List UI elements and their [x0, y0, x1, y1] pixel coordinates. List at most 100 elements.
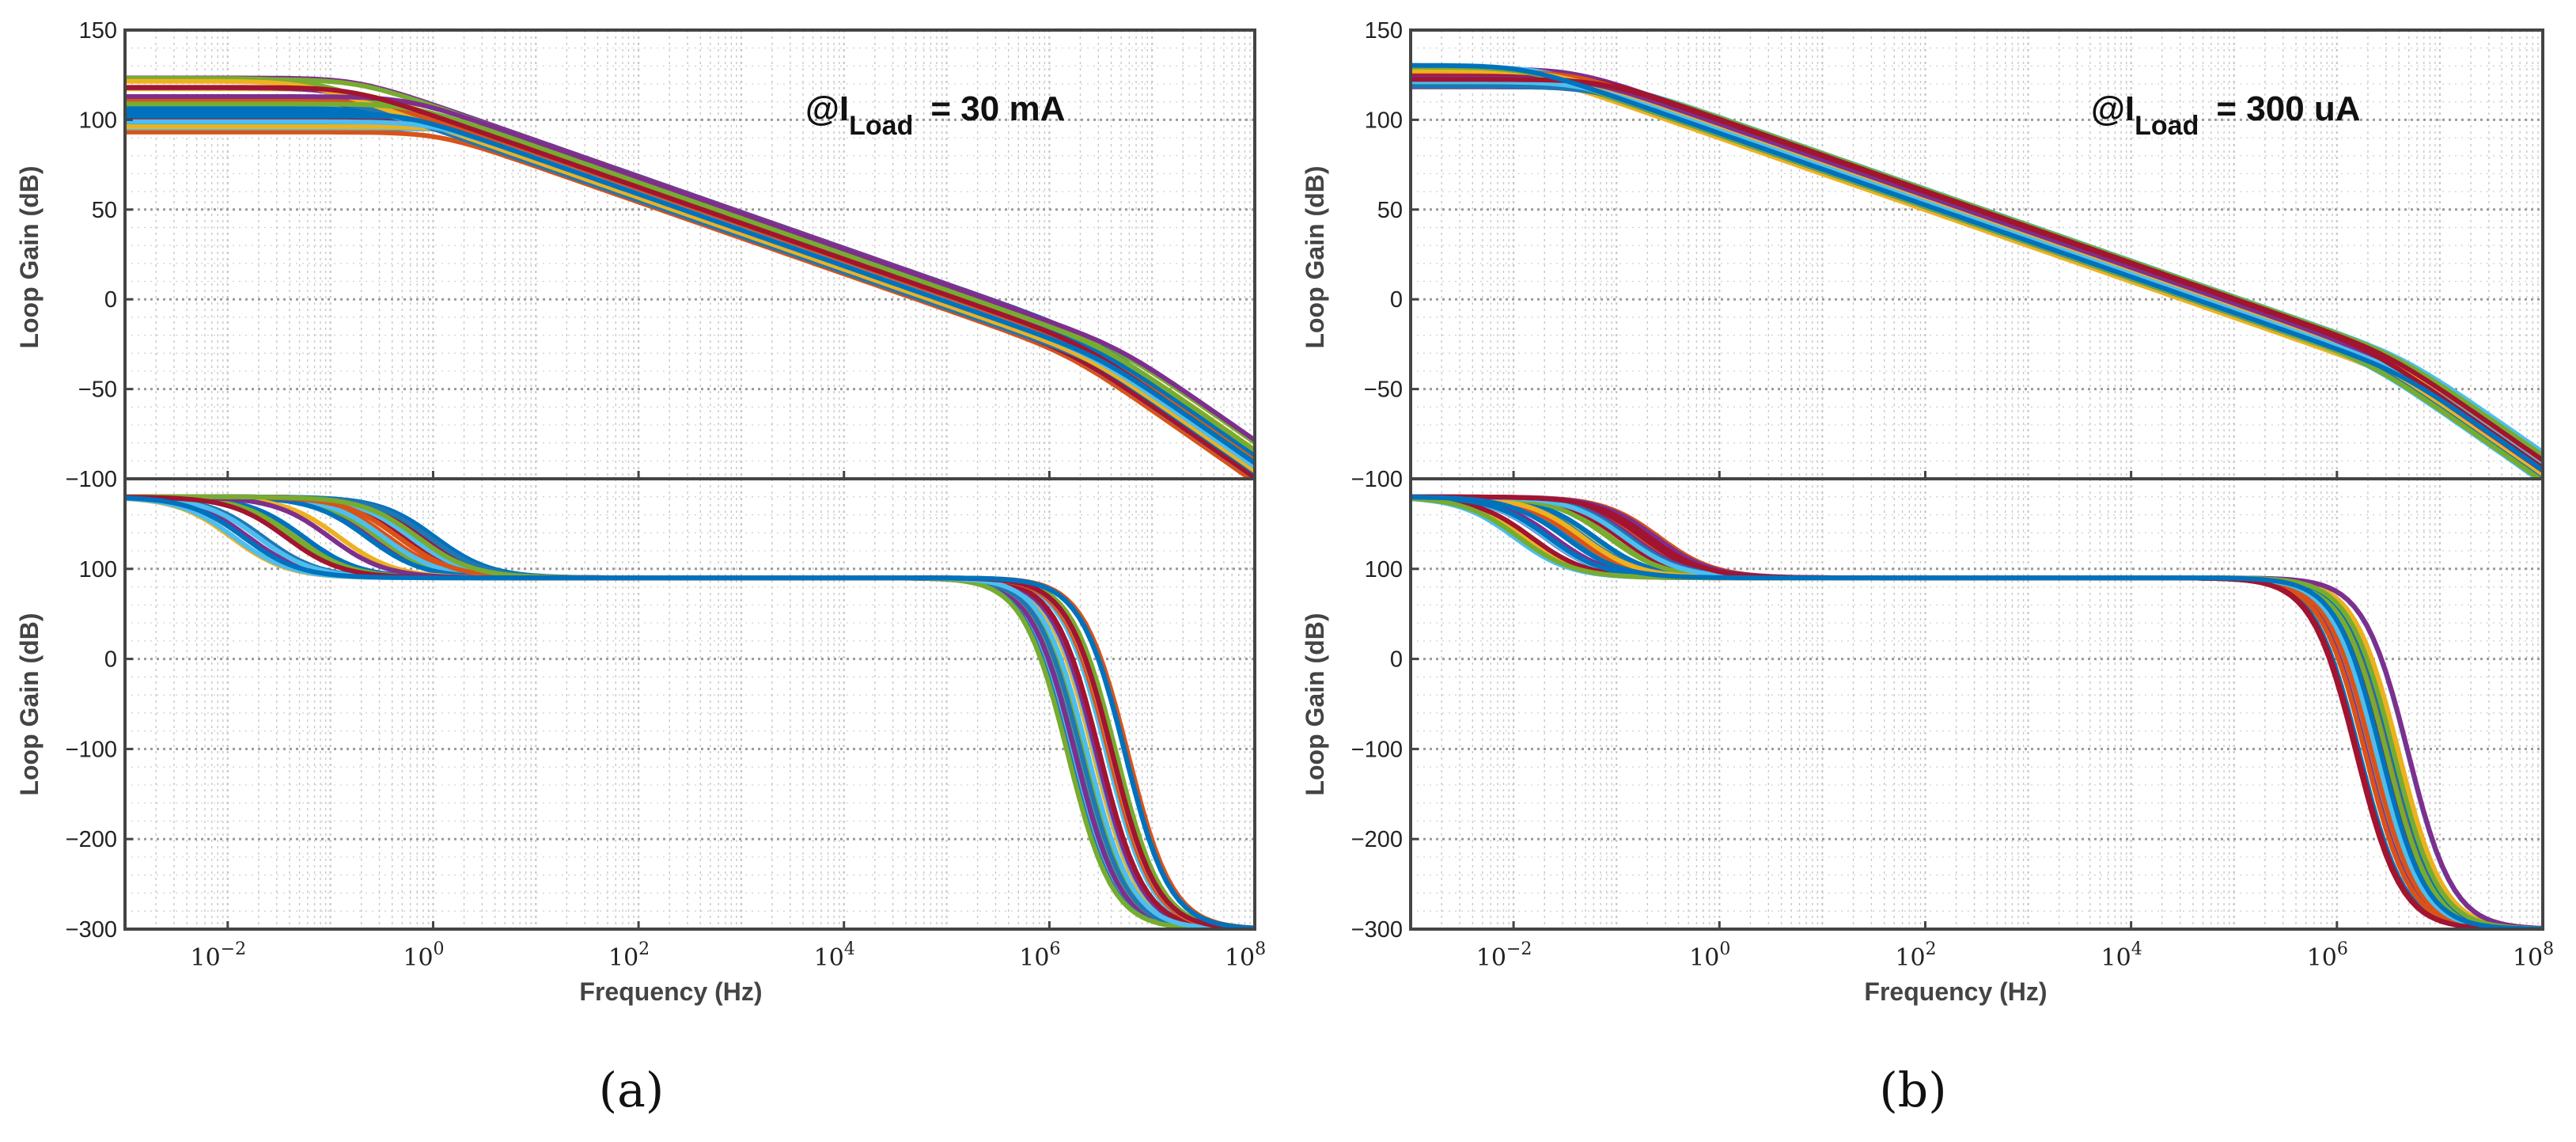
panel-b-gain-curves [1411, 63, 2543, 479]
y-tick-label: 0 [1390, 287, 1403, 313]
panel-a-gain-curves [125, 75, 1255, 479]
panel-b-phase-curves [1411, 494, 2543, 929]
panel-b: 150 100 50 0 −50 −100 Loop Gain (dB) @ILoad = … [1301, 18, 2554, 1118]
y-tick-label: 0 [1390, 647, 1403, 673]
y-tick-label: 50 [92, 198, 117, 223]
series-gain-line [125, 86, 1255, 452]
panel-b-annotation: @ILoad = 300 uA [2091, 89, 2361, 141]
series-gain-line [125, 104, 1255, 479]
series-phase-line [125, 495, 1255, 929]
series-gain-line [1411, 70, 2543, 467]
panel-b-phase-yticks: 100 0 −100 −200 −300 [1351, 557, 1419, 943]
panel-a: 150 100 50 0 −50 −100 Loop Gain (dB) @ILoad = … [15, 18, 1266, 1118]
y-tick-label: −300 [1351, 917, 1403, 943]
series-phase-line [1411, 495, 2543, 929]
panel-a-annotation: @ILoad = 30 mA [805, 89, 1065, 141]
y-tick-label: 0 [104, 647, 117, 673]
series-gain-line [1411, 79, 2543, 469]
panel-a-xlabel: Frequency (Hz) [579, 977, 762, 1006]
panel-b-gain-grid [1411, 30, 2543, 479]
x-tick-label: 102 [608, 939, 650, 972]
series-gain-line [125, 85, 1255, 472]
series-gain-line [1411, 66, 2542, 479]
series-gain-line [125, 124, 1255, 470]
series-gain-line [1411, 70, 2543, 476]
y-tick-label: −100 [1351, 737, 1403, 762]
series-gain-line [125, 99, 1255, 479]
series-gain-line [125, 116, 1255, 445]
panel-b-gain-ylabel: Loop Gain (dB) [1301, 165, 1329, 348]
series-gain-line [1411, 68, 2543, 476]
series-gain-line [125, 75, 1255, 459]
panel-a-phase-curves [125, 494, 1255, 929]
series-gain-line [125, 110, 1255, 465]
panel-a-phase-subplot: 100 0 −100 −200 −300 Loop Gain (dB) [15, 477, 1256, 943]
y-tick-label: −50 [1364, 378, 1403, 403]
series-gain-line [1411, 83, 2543, 463]
series-gain-line [125, 125, 1255, 455]
y-tick-label: −100 [1351, 467, 1403, 492]
series-gain-line [125, 85, 1255, 465]
panel-a-gain-grid [125, 30, 1255, 479]
series-gain-line [1411, 63, 2543, 472]
x-tick-label: 102 [1895, 939, 1936, 972]
panel-a-phase-grid [125, 479, 1255, 929]
series-gain-line [1411, 84, 2543, 460]
series-gain-line [125, 97, 1255, 470]
series-gain-line [1411, 65, 2543, 478]
panel-a-gain-ylabel: Loop Gain (dB) [15, 165, 44, 348]
series-gain-line [1411, 66, 2543, 464]
series-gain-line [125, 119, 1255, 456]
series-gain-line [125, 76, 1255, 453]
series-gain-line [1411, 64, 2543, 478]
y-tick-label: −100 [66, 737, 117, 762]
series-gain-line [125, 78, 1255, 473]
series-gain-line [1411, 69, 2543, 471]
y-tick-label: 100 [1365, 557, 1403, 582]
series-gain-line [1411, 70, 2543, 478]
series-gain-line [1411, 64, 2543, 479]
series-gain-line [1411, 73, 2543, 462]
series-gain-line [1411, 82, 2543, 454]
series-gain-line [1411, 70, 2543, 472]
y-tick-label: 150 [1365, 18, 1403, 44]
series-gain-line [1411, 84, 2543, 473]
y-tick-label: 50 [1377, 198, 1403, 223]
series-gain-line [1411, 71, 2543, 476]
y-tick-label: 100 [79, 108, 117, 133]
series-gain-line [1411, 64, 2543, 469]
series-gain-line [1411, 75, 2543, 473]
x-tick-label: 108 [1225, 939, 1266, 972]
series-gain-line [125, 78, 1255, 458]
series-gain-line [1411, 80, 2543, 472]
series-gain-line [125, 106, 1255, 475]
x-tick-label: 106 [1019, 939, 1060, 972]
y-tick-label: 100 [1365, 108, 1403, 133]
panel-b-gain-yticks: 150 100 50 0 −50 −100 [1351, 18, 1419, 492]
series-gain-line [1411, 78, 2543, 473]
y-tick-label: −200 [66, 827, 117, 852]
panel-a-phase-ylabel: Loop Gain (dB) [15, 613, 44, 795]
panel-a-phase-frame [123, 477, 1256, 931]
series-gain-line [1411, 77, 2543, 470]
series-gain-line [125, 117, 1255, 462]
panel-b-gain-subplot: 150 100 50 0 −50 −100 Loop Gain (dB) @ILoad = … [1301, 18, 2544, 492]
series-gain-line [1411, 64, 2543, 477]
y-tick-label: −300 [66, 917, 117, 943]
panel-a-caption: (a) [599, 1063, 665, 1118]
panel-b-xticks: 10−2 100 102 104 106 108 [1476, 471, 2554, 972]
x-tick-label: 100 [403, 939, 444, 972]
x-tick-label: 10−2 [191, 939, 247, 972]
series-gain-line [125, 96, 1255, 465]
panel-b-caption: (b) [1879, 1063, 1946, 1118]
series-gain-line [125, 101, 1255, 453]
series-gain-line [125, 77, 1255, 454]
series-gain-line [125, 97, 1255, 469]
series-gain-line [1411, 68, 2543, 476]
series-gain-line [125, 129, 1255, 479]
y-tick-label: −50 [78, 378, 117, 403]
series-gain-line [125, 76, 1255, 465]
y-tick-label: 150 [79, 18, 117, 44]
series-gain-line [1411, 81, 2543, 469]
